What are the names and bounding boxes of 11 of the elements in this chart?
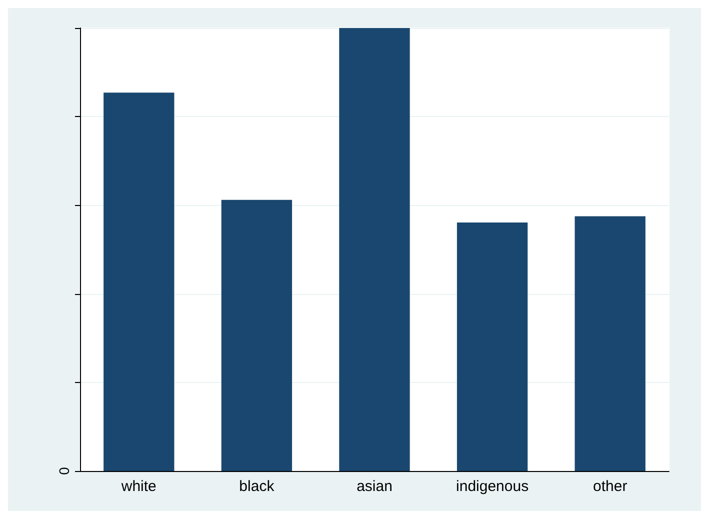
bar — [456, 222, 528, 471]
x-tick-label: white — [120, 478, 156, 495]
bar — [221, 200, 292, 471]
bar — [104, 92, 174, 471]
x-tick-label: other — [593, 478, 628, 495]
text: 0 — [56, 466, 72, 475]
bar — [574, 216, 646, 471]
x-tick-label: black — [239, 478, 275, 495]
bar — [339, 28, 410, 471]
x-tick-label: indigenous — [456, 478, 529, 495]
x-tick-label: asian — [356, 478, 392, 495]
